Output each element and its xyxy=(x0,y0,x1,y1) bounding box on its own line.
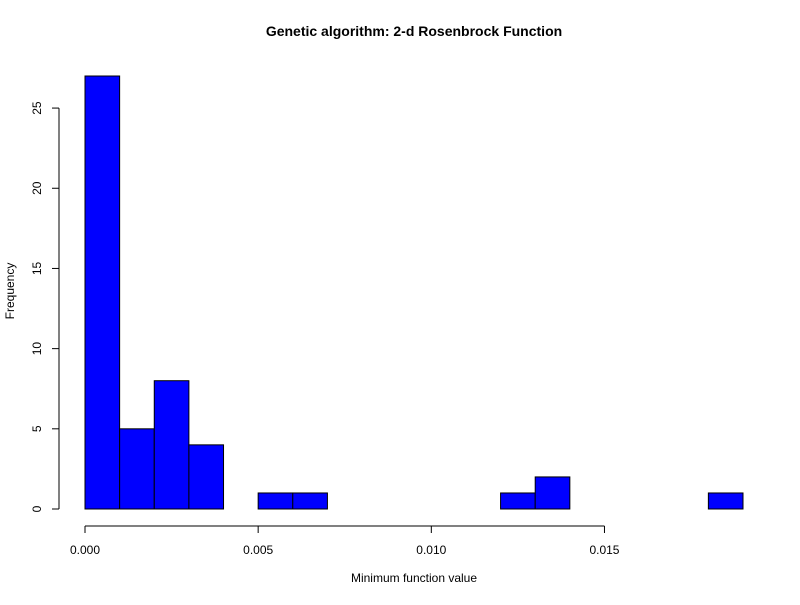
histogram-bar xyxy=(153,380,190,510)
y-tick-label: 20 xyxy=(30,181,44,195)
histogram-bar xyxy=(500,492,536,510)
histogram-bar xyxy=(292,492,328,510)
histogram-bar xyxy=(84,75,121,510)
x-tick-label: 0.005 xyxy=(243,543,273,557)
y-tick-label: 25 xyxy=(30,101,44,115)
chart-title: Genetic algorithm: 2-d Rosenbrock Functi… xyxy=(266,23,562,39)
y-axis-label: Frequency xyxy=(3,263,17,320)
y-axis: 0 5 10 15 20 25 xyxy=(30,101,60,512)
bars-group xyxy=(84,75,744,510)
histogram-bar xyxy=(707,492,744,510)
histogram-bar xyxy=(119,428,155,510)
x-tick-label: 0.000 xyxy=(70,543,100,557)
histogram-bar xyxy=(188,444,225,510)
y-tick-label: 5 xyxy=(30,425,44,432)
histogram-bar xyxy=(257,492,294,510)
x-tick-label: 0.010 xyxy=(416,543,446,557)
y-tick-label: 10 xyxy=(30,342,44,356)
y-tick-label: 0 xyxy=(30,505,44,512)
histogram-bar xyxy=(534,476,571,510)
x-axis: 0.000 0.005 0.010 0.015 xyxy=(70,525,620,557)
x-axis-label: Minimum function value xyxy=(351,571,477,585)
x-tick-label: 0.015 xyxy=(589,543,619,557)
y-tick-label: 15 xyxy=(30,261,44,275)
